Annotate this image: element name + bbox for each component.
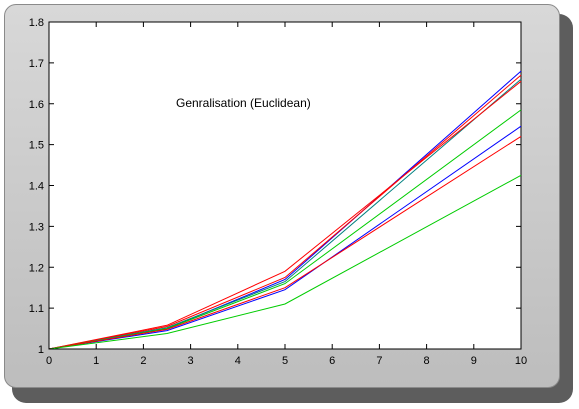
x-tick-label: 7 <box>376 355 382 367</box>
y-tick-label: 1.2 <box>29 262 44 274</box>
chart-title: Genralisation (Euclidean) <box>176 96 311 110</box>
y-tick-label: 1.7 <box>29 58 44 70</box>
x-tick-label: 4 <box>235 355 241 367</box>
y-tick-label: 1.4 <box>29 181 44 193</box>
x-tick-label: 1 <box>93 355 99 367</box>
y-tick-label: 1.8 <box>29 17 44 29</box>
series-line-4 <box>48 80 522 350</box>
y-tick-label: 1.6 <box>29 99 44 111</box>
x-tick-label: 0 <box>46 355 52 367</box>
series-layer <box>48 70 522 350</box>
x-tick-label: 5 <box>282 355 288 367</box>
x-tick-label: 6 <box>329 355 335 367</box>
x-tick-label: 8 <box>424 355 430 367</box>
plot-area <box>48 21 522 350</box>
y-tick-label: 1.3 <box>29 221 44 233</box>
x-tick-label: 10 <box>515 355 527 367</box>
y-tick-label: 1.1 <box>29 303 44 315</box>
series-line-8 <box>48 174 522 350</box>
x-tick-label: 3 <box>188 355 194 367</box>
y-tick-label: 1.5 <box>29 140 44 152</box>
x-tick-label: 9 <box>471 355 477 367</box>
x-tick-label: 2 <box>140 355 146 367</box>
series-line-7 <box>48 135 522 350</box>
series-line-6 <box>48 125 522 350</box>
y-tick-label: 1 <box>38 344 44 356</box>
